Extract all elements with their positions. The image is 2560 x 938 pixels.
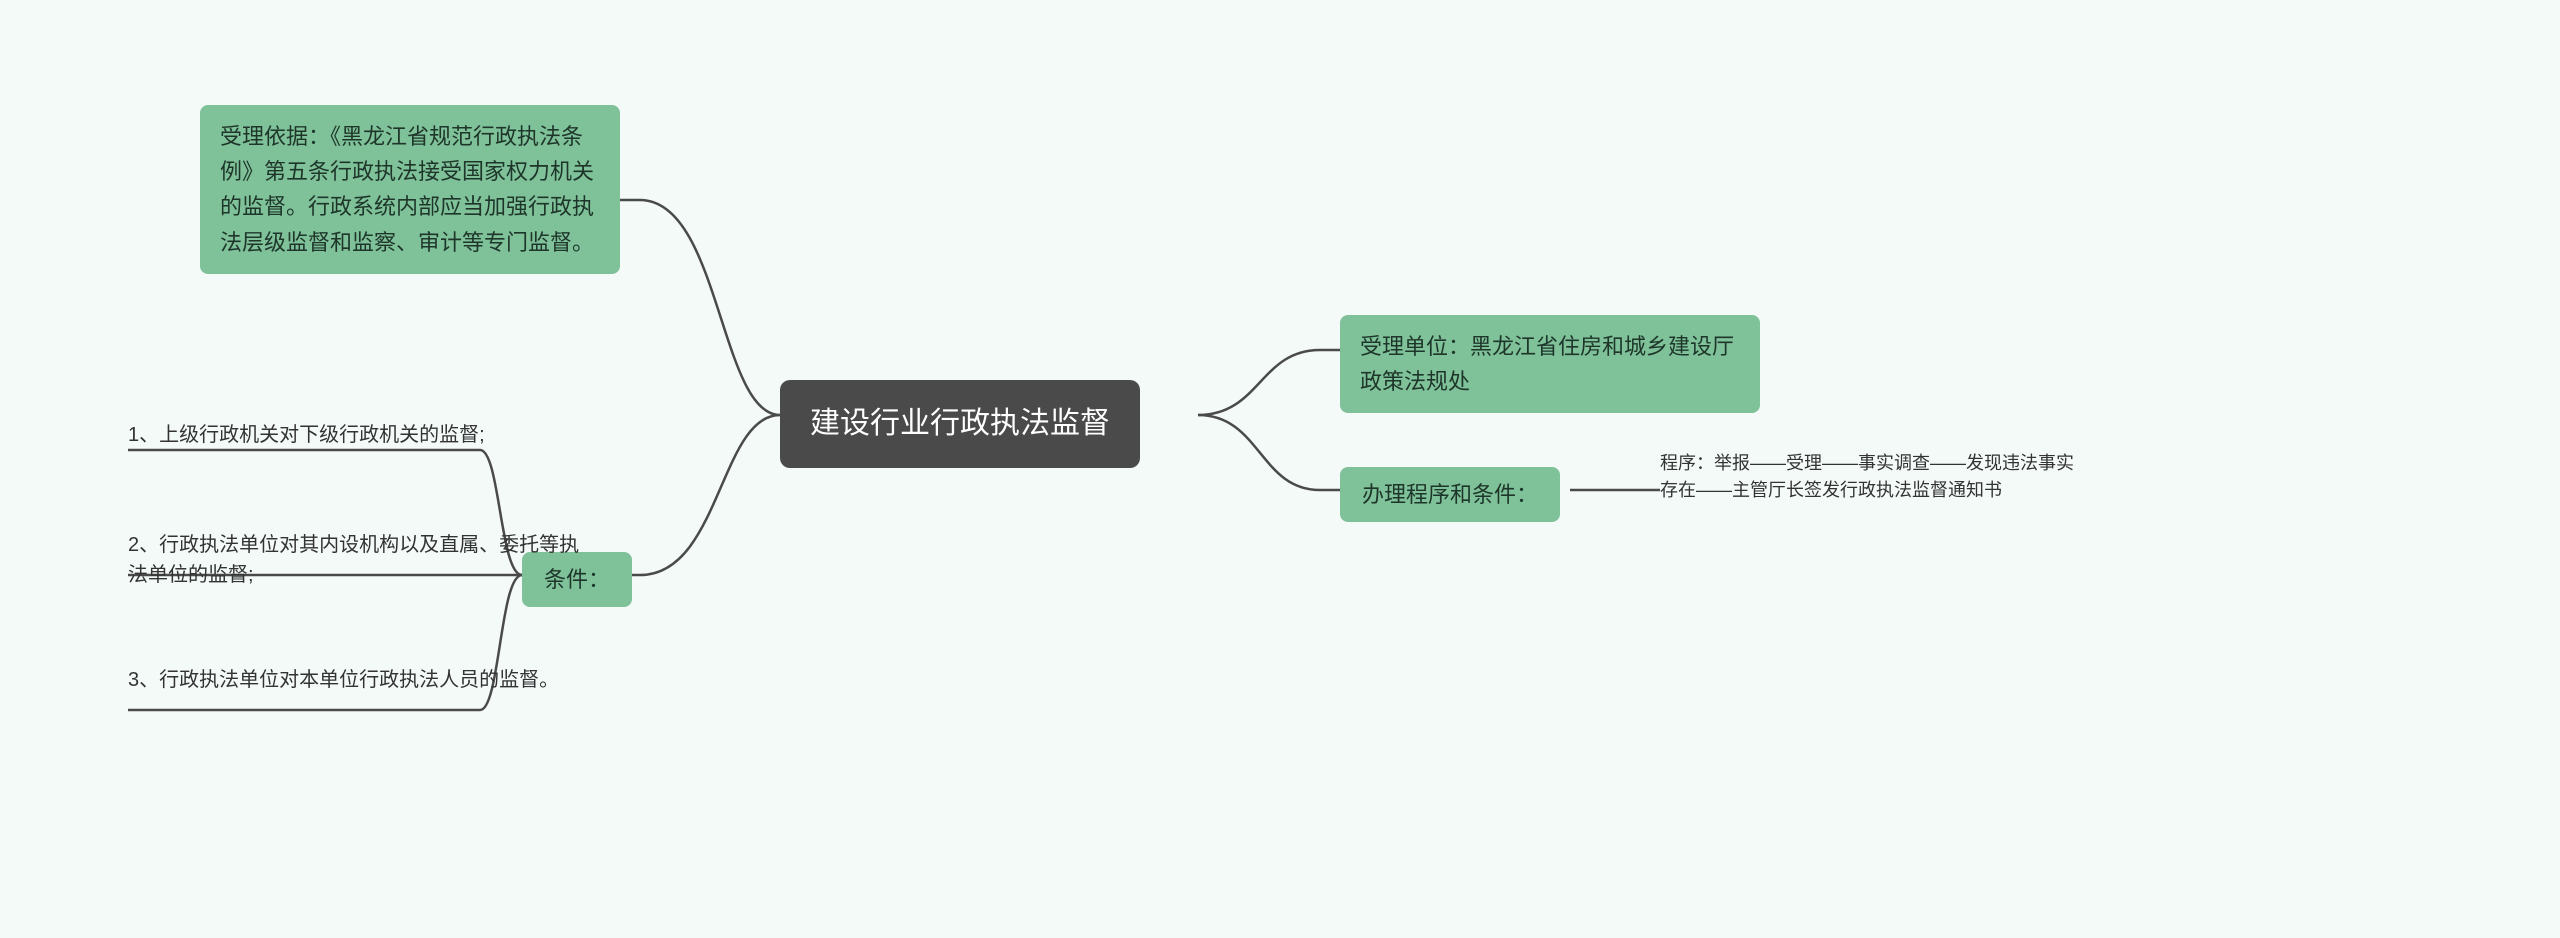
root-node: 建设行业行政执法监督 [780,380,1140,468]
procedure-detail-text: 程序：举报——受理——事实调查——发现违法事实存在——主管厅长签发行政执法监督通… [1660,453,2074,500]
condition-item-text: 1、上级行政机关对下级行政机关的监督; [128,424,485,446]
unit-node: 受理单位：黑龙江省住房和城乡建设厅政策法规处 [1340,315,1760,413]
condition-item-text: 2、行政执法单位对其内设机构以及直属、委托等执法单位的监督; [128,534,579,586]
condition-item: 3、行政执法单位对本单位行政执法人员的监督。 [128,665,588,695]
condition-item-text: 3、行政执法单位对本单位行政执法人员的监督。 [128,669,559,691]
procedure-label: 办理程序和条件： [1362,482,1538,507]
procedure-detail-node: 程序：举报——受理——事实调查——发现违法事实存在——主管厅长签发行政执法监督通… [1660,450,2090,504]
basis-text: 受理依据：《黑龙江省规范行政执法条例》第五条行政执法接受国家权力机关的监督。行政… [220,124,594,255]
procedure-label-node: 办理程序和条件： [1340,467,1560,522]
condition-item: 1、上级行政机关对下级行政机关的监督; [128,420,588,450]
basis-node: 受理依据：《黑龙江省规范行政执法条例》第五条行政执法接受国家权力机关的监督。行政… [200,105,620,274]
unit-text: 受理单位：黑龙江省住房和城乡建设厅政策法规处 [1360,334,1734,394]
condition-item: 2、行政执法单位对其内设机构以及直属、委托等执法单位的监督; [128,530,588,590]
root-text: 建设行业行政执法监督 [810,407,1110,440]
